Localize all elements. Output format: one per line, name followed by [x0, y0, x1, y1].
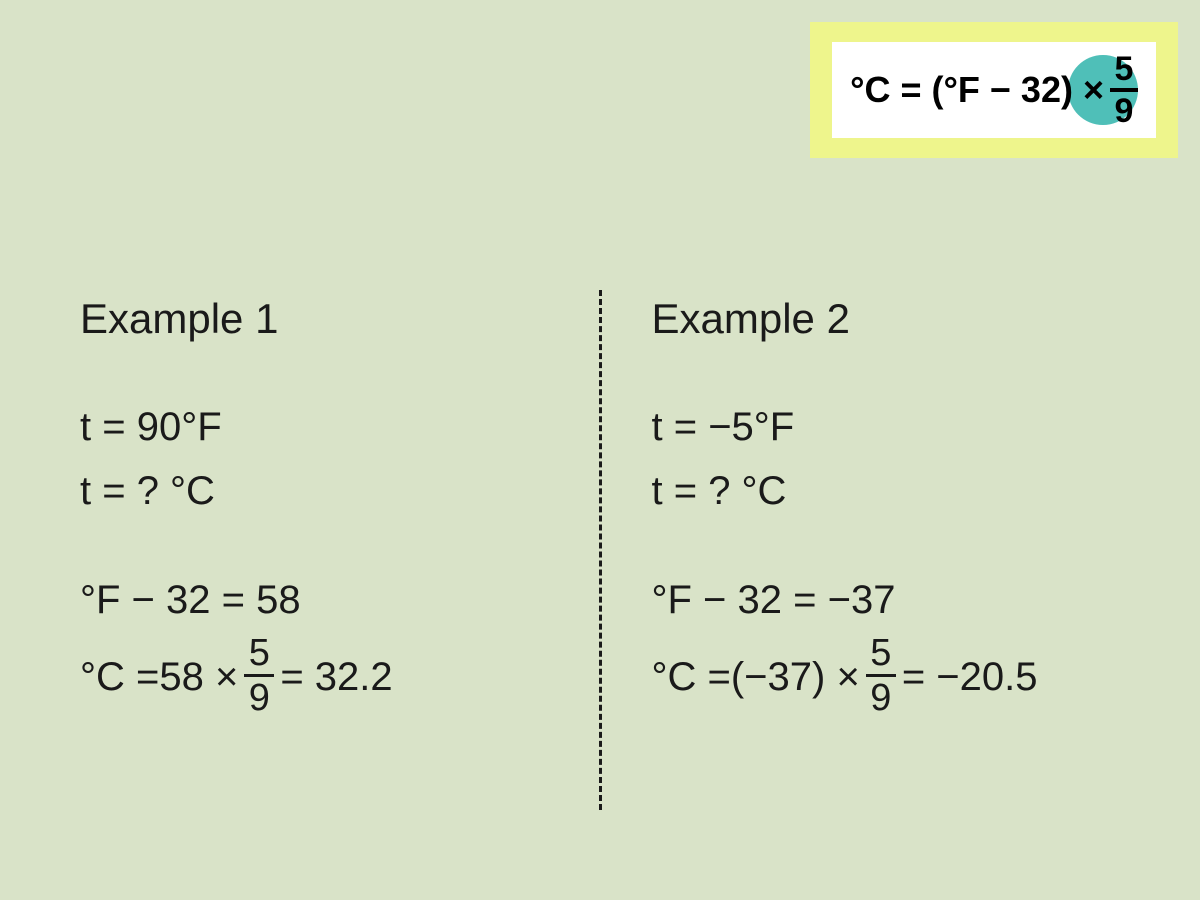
example-1-given: t = 90°F — [80, 399, 589, 455]
formula-text: °C = (°F − 32) × — [850, 69, 1104, 111]
example-2-step1: °F − 32 = −37 — [652, 572, 1161, 628]
fraction-denominator: 9 — [249, 679, 270, 717]
fraction-denominator: 9 — [1115, 94, 1134, 128]
result-prefix: °C =(−37) × — [652, 649, 860, 705]
formula-fraction: 5 9 — [1110, 52, 1138, 128]
formula-box: °C = (°F − 32) × 5 9 — [832, 42, 1156, 138]
result-fraction: 5 9 — [244, 634, 274, 717]
example-1-result: °C =58 × 5 9 = 32.2 — [80, 636, 589, 719]
example-2-result: °C =(−37) × 5 9 = −20.5 — [652, 636, 1161, 719]
result-prefix: °C =58 × — [80, 649, 238, 705]
example-2-title: Example 2 — [652, 290, 1161, 349]
fraction-denominator: 9 — [870, 679, 891, 717]
examples-container: Example 1 t = 90°F t = ? °C °F − 32 = 58… — [80, 290, 1160, 810]
spacer — [80, 527, 589, 572]
example-1-unknown: t = ? °C — [80, 463, 589, 519]
spacer — [652, 527, 1161, 572]
result-suffix: = −20.5 — [902, 649, 1038, 705]
formula-highlight-box: °C = (°F − 32) × 5 9 — [810, 22, 1178, 158]
example-2-given: t = −5°F — [652, 399, 1161, 455]
fraction-numerator: 5 — [249, 634, 270, 672]
fraction-numerator: 5 — [1115, 52, 1134, 86]
vertical-divider — [599, 290, 602, 810]
result-suffix: = 32.2 — [280, 649, 392, 705]
example-1-step1: °F − 32 = 58 — [80, 572, 589, 628]
fraction-numerator: 5 — [870, 634, 891, 672]
example-2: Example 2 t = −5°F t = ? °C °F − 32 = −3… — [612, 290, 1161, 810]
example-2-unknown: t = ? °C — [652, 463, 1161, 519]
result-fraction: 5 9 — [866, 634, 896, 717]
example-1-title: Example 1 — [80, 290, 589, 349]
example-1: Example 1 t = 90°F t = ? °C °F − 32 = 58… — [80, 290, 589, 810]
